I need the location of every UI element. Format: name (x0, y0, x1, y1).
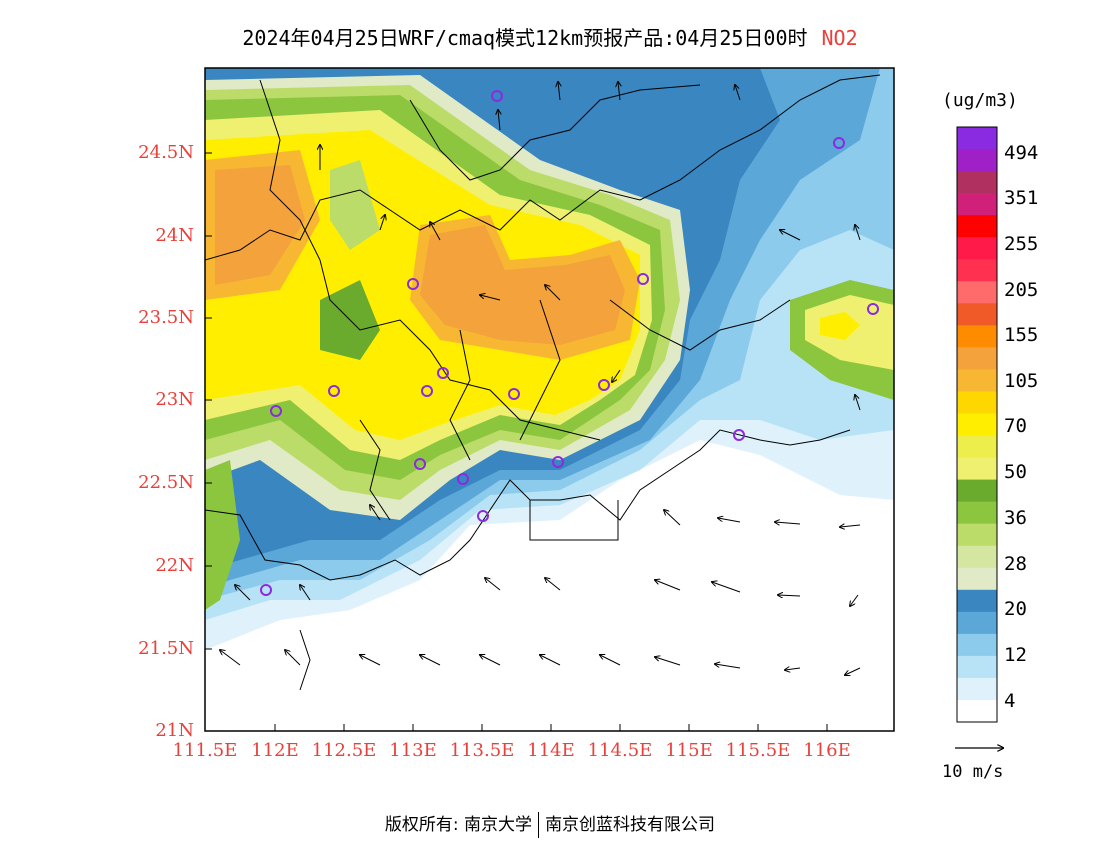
legend-label: 50 (1004, 461, 1027, 483)
legend-label: 20 (1004, 598, 1027, 620)
legend-swatch (957, 237, 997, 260)
legend-swatch (957, 457, 997, 481)
legend-swatch (957, 171, 997, 194)
legend-swatch (957, 391, 997, 414)
legend-swatch (957, 611, 997, 635)
lon-label: 115E (665, 740, 713, 761)
legend-swatch (957, 259, 997, 282)
legend-swatch (957, 501, 997, 525)
legend-label: 70 (1004, 415, 1027, 437)
legend-swatch (957, 479, 997, 503)
legend-swatch (957, 413, 997, 437)
legend-label: 36 (1004, 507, 1027, 529)
wind-vectors (220, 82, 861, 675)
site-markers (260, 90, 879, 596)
legend-swatch (957, 523, 997, 547)
pollutant-name: NO2 (821, 26, 858, 50)
lon-label: 114.5E (587, 740, 653, 761)
lon-label: 116E (803, 740, 851, 761)
lat-label: 24.5N (138, 142, 194, 163)
legend-swatch (957, 127, 997, 150)
legend-swatch (957, 325, 997, 348)
legend-label: 494 (1004, 142, 1039, 164)
lat-label: 23N (155, 389, 194, 410)
lon-label: 112.5E (311, 740, 377, 761)
title-text: 2024年04月25日WRF/cmaq模式12km预报产品:04月25日00时 (242, 26, 808, 50)
map-title: 2024年04月25日WRF/cmaq模式12km预报产品:04月25日00时 N… (0, 22, 1100, 51)
lat-label: 21.5N (138, 638, 194, 659)
lat-label: 22.5N (138, 472, 194, 493)
lon-label: 113.5E (449, 740, 515, 761)
footer-right: 南京创蓝科技有限公司 (545, 815, 716, 835)
footer-left: 版权所有: 南京大学 (384, 815, 533, 835)
legend-label: 28 (1004, 553, 1027, 575)
lon-label: 114E (527, 740, 575, 761)
legend-frame (956, 126, 998, 723)
lat-label: 22N (155, 555, 194, 576)
legend-swatch (957, 281, 997, 304)
legend-label: 255 (1004, 233, 1039, 255)
boundaries (205, 74, 881, 691)
lon-label: 113E (389, 740, 437, 761)
legend-label: 12 (1004, 644, 1027, 666)
lon-label: 111.5E (172, 740, 238, 761)
lon-label: 112E (251, 740, 299, 761)
legend-swatch (957, 303, 997, 326)
legend-swatch (957, 567, 997, 591)
legend-unit: (ug/m3) (942, 90, 1018, 111)
legend-colorbar (956, 126, 998, 723)
legend-swatch (957, 215, 997, 238)
legend-swatch (957, 149, 997, 172)
legend-label: 205 (1004, 279, 1039, 301)
legend-label: 155 (1004, 324, 1039, 346)
footer-separator (538, 812, 540, 838)
legend-swatch (957, 369, 997, 392)
legend-swatch (957, 633, 997, 657)
legend-swatch (957, 677, 997, 701)
legend-swatch (957, 589, 997, 613)
legend-swatch (957, 655, 997, 679)
lon-label: 115.5E (725, 740, 791, 761)
lat-label: 24N (155, 225, 194, 246)
axis-ticks (205, 152, 828, 731)
lat-label: 23.5N (138, 307, 194, 328)
lat-label: 21N (155, 720, 194, 741)
legend-swatch (957, 545, 997, 569)
legend-swatch (957, 193, 997, 216)
legend-label: 105 (1004, 370, 1039, 392)
legend-swatch (957, 347, 997, 370)
legend-swatch (957, 699, 997, 723)
legend-swatch (957, 435, 997, 459)
legend-label: 4 (1004, 690, 1016, 712)
footer-copyright: 版权所有: 南京大学 南京创蓝科技有限公司 (0, 810, 1100, 838)
legend-label: 351 (1004, 187, 1039, 209)
concentration-field (205, 68, 894, 731)
wind-reference-label: 10 m/s (942, 762, 1004, 782)
